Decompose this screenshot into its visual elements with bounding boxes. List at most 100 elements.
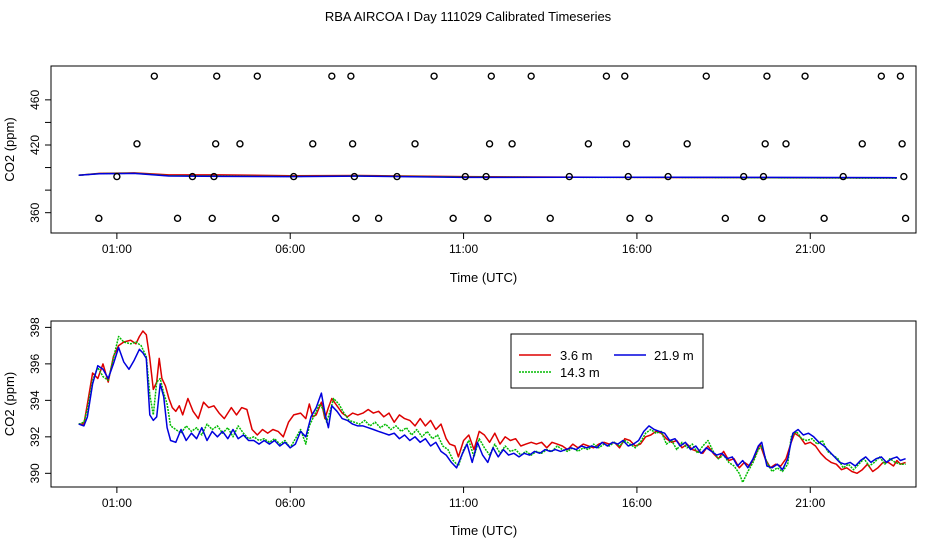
y-axis-label-top: CO2 (ppm) [2,117,17,181]
legend-label-21-9m: 21.9 m [654,348,694,363]
x-tick-label-bottom: 16:00 [622,496,652,510]
scatter-point [95,214,103,223]
scatter-point [309,140,317,148]
scatter-point [213,72,221,80]
scatter-point [350,172,359,181]
x-tick-label-bottom: 06:00 [275,496,305,510]
x-tick-label-top: 21:00 [795,242,825,256]
y-axis-label-bottom: CO2 (ppm) [2,372,17,436]
y-tick-label-bottom: 390 [28,463,42,483]
scatter-point [485,140,494,148]
scatter-point [621,72,629,80]
x-axis-bottom: 01:00 06:00 11:00 16:00 21:00 [102,487,826,510]
x-tick-label-top: 11:00 [449,242,478,256]
plot-frame-bottom [50,320,917,488]
scatter-point [901,214,910,223]
scatter-point [188,172,197,181]
scatter-point [210,172,218,181]
scatter-point [328,72,336,80]
series-line-bottom-1 [78,335,906,484]
scatter-point [565,172,574,181]
scatter-point [374,214,383,223]
series-line-top-2 [78,172,897,179]
y-tick-label-bottom: 396 [28,354,42,374]
scatter-point [761,140,769,148]
scatter-point [484,214,492,223]
x-tick-label-top: 16:00 [622,242,652,256]
scatter-point [820,214,828,223]
scatter-point [352,214,360,223]
scatter-point [624,172,632,181]
x-tick-label-bottom: 21:00 [795,496,825,510]
chart-title: RBA AIRCOA I Day 111029 Calibrated Times… [325,9,612,24]
scatter-point [602,72,611,80]
legend-label-14-3m: 14.3 m [560,365,600,380]
scatter-point [702,72,710,80]
x-axis-label-top: Time (UTC) [450,270,517,285]
scatter-point [664,172,672,181]
y-tick-label-top: 360 [28,202,42,222]
scatter-point [289,172,298,181]
scatter-point [208,214,216,223]
scatter-point [839,172,847,181]
legend: 3.6 m 14.3 m 21.9 m [510,333,704,389]
series-lines-bottom [78,330,906,484]
scatter-point [508,140,516,148]
scatter-point [898,140,906,148]
scatter-point [759,172,768,181]
scatter-point [253,72,261,80]
y-tick-label-bottom: 392 [28,427,42,447]
scatter-point [348,140,357,148]
x-axis-label-bottom: Time (UTC) [450,523,517,538]
scatter-point [347,72,355,80]
panel-top: 01:00 06:00 11:00 16:00 21:00 360 420 460 Time… [2,65,917,285]
x-tick-label-top: 01:00 [102,242,132,256]
scatter-point [645,214,653,223]
legend-box [510,333,704,389]
x-tick-label-bottom: 01:00 [102,496,132,510]
scatter-point [527,72,535,80]
scatter-point [626,214,634,223]
y-tick-label-top: 420 [28,135,42,155]
scatter-point [236,140,244,148]
legend-label-3-6m: 3.6 m [560,348,593,363]
plot-frame-top [50,65,917,234]
scatter-point [900,172,908,181]
scatter-point [683,140,691,148]
y-tick-label-bottom: 398 [28,317,42,337]
scatter-point [430,72,438,80]
x-tick-label-bottom: 11:00 [449,496,478,510]
x-axis-top: 01:00 06:00 11:00 16:00 21:00 [102,233,826,256]
scatter-points [95,72,910,223]
y-axis-bottom: 390 392 394 396 398 [28,317,51,483]
scatter-point [211,140,220,148]
scatter-point [173,214,182,223]
scatter-point [393,172,401,181]
scatter-point [461,172,469,181]
scatter-point [858,140,866,148]
series-line-bottom-2 [78,346,906,471]
scatter-point [487,72,496,80]
scatter-point [758,214,766,223]
scatter-point [622,140,631,148]
panel-bottom: 01:00 06:00 11:00 16:00 21:00 39039239439639… [2,317,917,538]
scatter-point [721,214,730,223]
y-tick-label-bottom: 394 [28,390,42,410]
scatter-point [113,172,121,181]
scatter-point [782,140,790,148]
x-tick-label-top: 06:00 [275,242,305,256]
scatter-point [763,72,771,80]
scatter-point [482,172,490,181]
scatter-point [133,140,141,148]
scatter-point [877,72,886,80]
scatter-point [739,172,748,181]
scatter-point [584,140,593,148]
scatter-point [801,72,809,80]
scatter-point [449,214,457,223]
y-axis-top: 360 420 460 [28,90,51,223]
series-lines-top [78,172,897,179]
scatter-point [150,72,159,80]
scatter-point [896,72,905,80]
